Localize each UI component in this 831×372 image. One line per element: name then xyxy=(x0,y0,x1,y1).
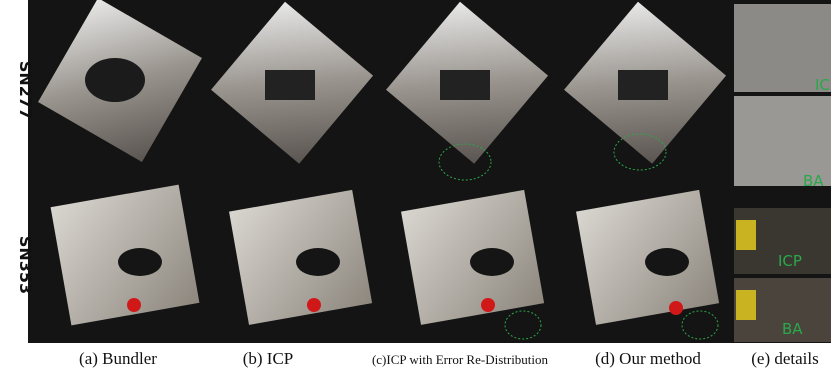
caption: (d) Our method xyxy=(595,349,701,368)
caption: (e) details xyxy=(751,349,819,368)
detail-label: ICP xyxy=(778,252,802,270)
detail-label: BA xyxy=(803,172,824,190)
panel-a-sn353 xyxy=(51,185,200,326)
caption: (a) Bundler xyxy=(79,349,157,368)
row-label: SN353 xyxy=(16,236,35,294)
detail-label: ICP xyxy=(815,76,831,94)
figure: ICP BA ICP BA SN277 SN353 (a) Bundler (b… xyxy=(0,0,831,372)
caption: (b) ICP xyxy=(243,349,294,368)
detail-label: BA xyxy=(782,320,803,338)
caption: (c)ICP with Error Re-Distribution xyxy=(372,352,549,367)
row-label: SN277 xyxy=(16,61,35,119)
panel-b-sn353 xyxy=(229,190,372,325)
